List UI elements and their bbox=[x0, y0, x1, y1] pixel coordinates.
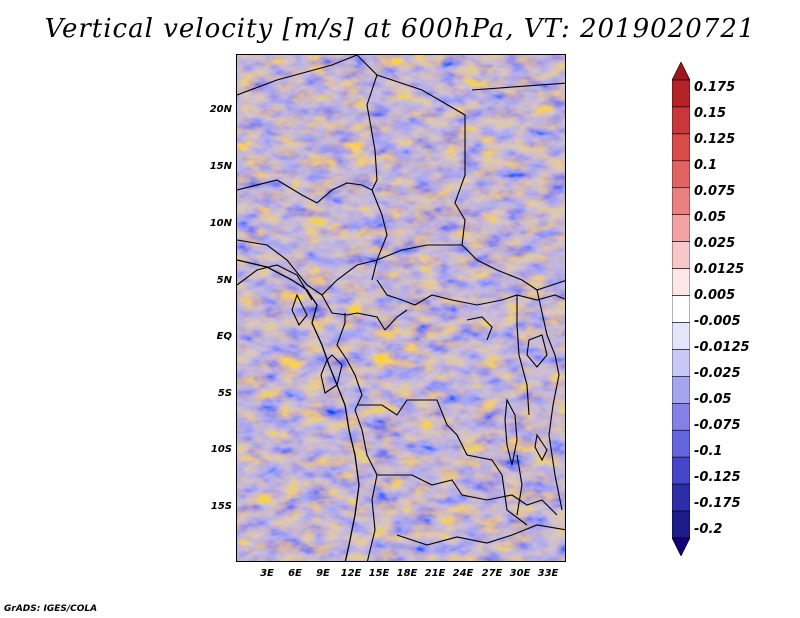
colorbar-top-arrow bbox=[671, 61, 691, 81]
colorbar-segment bbox=[671, 295, 691, 323]
lon-label-21e: 21E bbox=[424, 568, 446, 579]
coastline bbox=[237, 259, 360, 561]
lat-label-5n: 5N bbox=[216, 275, 232, 286]
colorbar-label-neg-0-1: -0.1 bbox=[694, 444, 723, 459]
lat-label-10s: 10S bbox=[210, 444, 232, 455]
colorbar-label-neg-0-005: -0.005 bbox=[694, 314, 741, 329]
colorbar-segment bbox=[671, 241, 691, 269]
lat-label-10n: 10N bbox=[209, 218, 232, 229]
colorbar-label-0-175: 0.175 bbox=[694, 80, 736, 95]
lon-label-24e: 24E bbox=[452, 568, 474, 579]
velocity-field-overlay bbox=[237, 55, 565, 561]
lat-label-eq: EQ bbox=[216, 331, 232, 342]
colorbar-segment bbox=[671, 376, 691, 404]
colorbar-label-neg-0-075: -0.075 bbox=[694, 418, 741, 433]
colorbar-label-0-025: 0.025 bbox=[694, 236, 736, 251]
colorbar-segment bbox=[671, 429, 691, 458]
colorbar-segment bbox=[671, 160, 691, 189]
colorbar-segment bbox=[671, 402, 691, 431]
colorbar-segment bbox=[671, 187, 691, 216]
colorbar-bottom-arrow bbox=[671, 537, 691, 557]
colorbar-label-0-075: 0.075 bbox=[694, 184, 736, 199]
lon-label-30e: 30E bbox=[509, 568, 531, 579]
colorbar-label-0-15: 0.15 bbox=[694, 106, 727, 121]
map-plot-area bbox=[236, 54, 566, 562]
country-borders bbox=[237, 55, 565, 561]
lon-label-6e: 6E bbox=[288, 568, 302, 579]
plot-title: Vertical velocity [m/s] at 600hPa, VT: 2… bbox=[44, 14, 756, 44]
colorbar-segment bbox=[671, 268, 691, 296]
colorbar-label-0-005: 0.005 bbox=[694, 288, 736, 303]
colorbar-label-0-125: 0.125 bbox=[694, 132, 736, 147]
lat-label-15s: 15S bbox=[210, 501, 232, 512]
colorbar-label-neg-0-025: -0.025 bbox=[694, 366, 741, 381]
colorbar-segment bbox=[671, 510, 691, 539]
lon-label-15e: 15E bbox=[368, 568, 390, 579]
colorbar-segment bbox=[671, 349, 691, 377]
colorbar-label-neg-0-2: -0.2 bbox=[694, 522, 723, 537]
colorbar-segment bbox=[671, 322, 691, 350]
lat-label-5s: 5S bbox=[217, 388, 232, 399]
colorbar-segment bbox=[671, 79, 691, 108]
footer-credit: GrADS: IGES/COLA bbox=[4, 604, 98, 614]
lat-label-15n: 15N bbox=[209, 161, 232, 172]
lat-label-20n: 20N bbox=[209, 104, 232, 115]
colorbar-label-0-05: 0.05 bbox=[694, 210, 727, 225]
colorbar-label-neg-0-175: -0.175 bbox=[694, 496, 741, 511]
lon-label-9e: 9E bbox=[316, 568, 330, 579]
lon-label-27e: 27E bbox=[481, 568, 503, 579]
lon-label-3e: 3E bbox=[260, 568, 274, 579]
colorbar-segment bbox=[671, 456, 691, 485]
colorbar-segment bbox=[671, 106, 691, 135]
lon-label-33e: 33E bbox=[537, 568, 559, 579]
colorbar-segment bbox=[671, 483, 691, 512]
colorbar-label-neg-0-125: -0.125 bbox=[694, 470, 741, 485]
colorbar-label-0-1: 0.1 bbox=[694, 158, 718, 173]
colorbar-label-neg-0-0125: -0.0125 bbox=[694, 340, 750, 355]
colorbar-segment bbox=[671, 133, 691, 162]
colorbar-segment bbox=[671, 214, 691, 242]
lon-label-18e: 18E bbox=[396, 568, 418, 579]
colorbar-label-0-0125: 0.0125 bbox=[694, 262, 745, 277]
colorbar bbox=[671, 61, 691, 557]
colorbar-label-neg-0-05: -0.05 bbox=[694, 392, 732, 407]
lon-label-12e: 12E bbox=[340, 568, 362, 579]
